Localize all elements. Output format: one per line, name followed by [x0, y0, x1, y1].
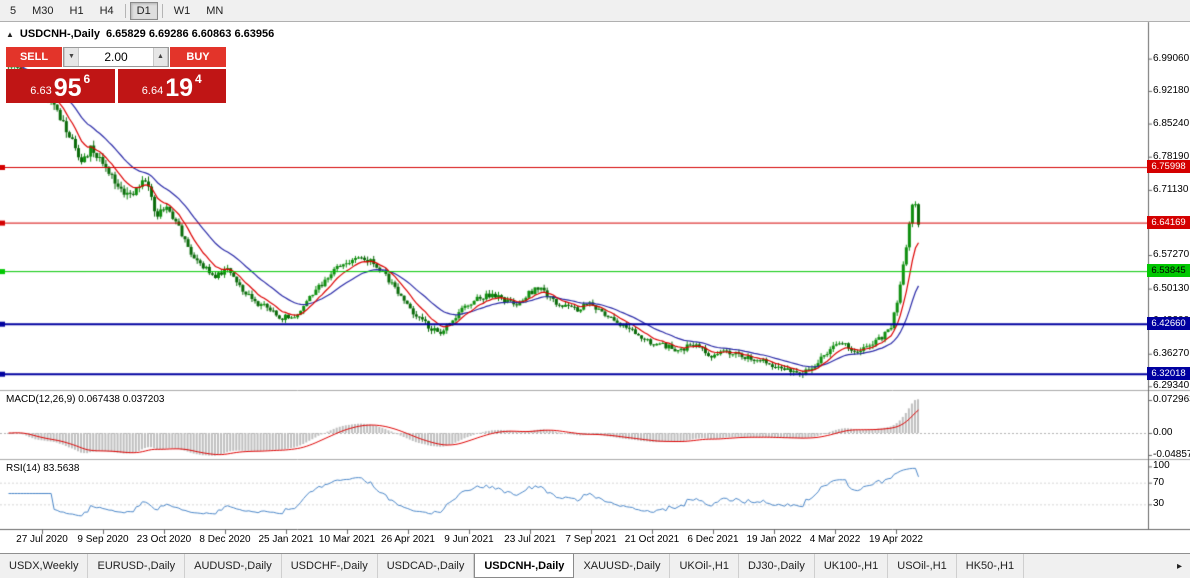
one-click-trading-panel: SELL ▼ 2.00 ▲ BUY 6.63 95 6 6.64 19 4: [6, 47, 226, 103]
sell-price-big-digits: 95: [53, 74, 82, 102]
buy-price-display[interactable]: 6.64 19 4: [117, 69, 226, 103]
sell-price-prefix: 6.63: [30, 85, 52, 97]
rsi-indicator-label: RSI(14) 83.5638: [6, 463, 80, 474]
chart-title: ▲ USDCNH-,Daily 6.65829 6.69286 6.60863 …: [6, 28, 274, 40]
chart-ohlc-values: 6.65829 6.69286 6.60863 6.63956: [106, 28, 275, 40]
buy-button[interactable]: BUY: [170, 47, 226, 67]
price-line-badge[interactable]: 6.32018: [1147, 366, 1190, 380]
chart-tab-xauusd[interactable]: XAUUSD-,Daily: [574, 554, 671, 578]
chart-tab-usdcad[interactable]: USDCAD-,Daily: [378, 554, 475, 578]
timeframe-button-d1[interactable]: D1: [129, 1, 158, 20]
buy-price-big-digits: 19: [165, 74, 194, 102]
toolbar-separator: [124, 3, 126, 18]
price-line-badge[interactable]: 6.75998: [1147, 160, 1190, 173]
volume-input[interactable]: 2.00: [104, 50, 128, 64]
chart-tab-usdx[interactable]: USDX,Weekly: [0, 554, 89, 578]
timeframe-button-5[interactable]: 5: [10, 4, 17, 17]
sell-price-display[interactable]: 6.63 95 6: [6, 69, 115, 103]
chart-tab-usdchf[interactable]: USDCHF-,Daily: [282, 554, 378, 578]
timeframe-button-w1[interactable]: W1: [173, 4, 191, 17]
chart-tab-uk100[interactable]: UK100-,H1: [815, 554, 889, 578]
collapse-panel-icon[interactable]: ▲: [6, 29, 14, 39]
timeframe-button-mn[interactable]: MN: [206, 4, 224, 17]
price-line-badge[interactable]: 6.42660: [1147, 316, 1190, 330]
chart-symbol-period-label: USDCNH-,Daily: [19, 28, 100, 40]
chart-tab-usdcnh[interactable]: USDCNH-,Daily: [474, 554, 575, 578]
macd-indicator-label: MACD(12,26,9) 0.067438 0.037203: [6, 394, 165, 405]
price-line-badge[interactable]: 6.53845: [1147, 264, 1190, 278]
chart-tab-audusd[interactable]: AUDUSD-,Daily: [185, 554, 282, 578]
chart-tab-hk50[interactable]: HK50-,H1: [957, 554, 1025, 578]
volume-increase-button[interactable]: ▲: [153, 48, 168, 66]
toolbar-separator: [161, 3, 163, 18]
sell-button[interactable]: SELL: [6, 47, 62, 67]
chart-tab-eurusd[interactable]: EURUSD-,Daily: [88, 554, 186, 578]
timeframe-button-h1[interactable]: H1: [69, 4, 84, 17]
chart-tabs-bar: USDX,Weekly EURUSD-,Daily AUDUSD-,Daily USD…: [0, 553, 1190, 578]
chart-tab-ukoil[interactable]: UKOil-,H1: [670, 554, 739, 578]
volume-decrease-button[interactable]: ▼: [64, 48, 79, 66]
chart-tab-usoil[interactable]: USOil-,H1: [888, 554, 957, 578]
timeframe-button-h4[interactable]: H4: [99, 4, 114, 17]
buy-price-pip-digit: 4: [195, 72, 202, 86]
sell-price-pip-digit: 6: [83, 72, 91, 86]
tabs-scroll-right-icon[interactable]: ▸: [1176, 560, 1182, 572]
chart-tab-dj30[interactable]: DJ30-,Daily: [739, 554, 815, 578]
timeframe-button-m30[interactable]: M30: [32, 4, 54, 17]
price-line-badge[interactable]: 6.64169: [1147, 215, 1190, 229]
buy-price-prefix: 6.64: [141, 85, 164, 97]
volume-control: ▼ 2.00 ▲: [63, 47, 169, 67]
timeframe-toolbar: 5 M30 H1 H4 D1 W1 MN: [0, 0, 1190, 22]
